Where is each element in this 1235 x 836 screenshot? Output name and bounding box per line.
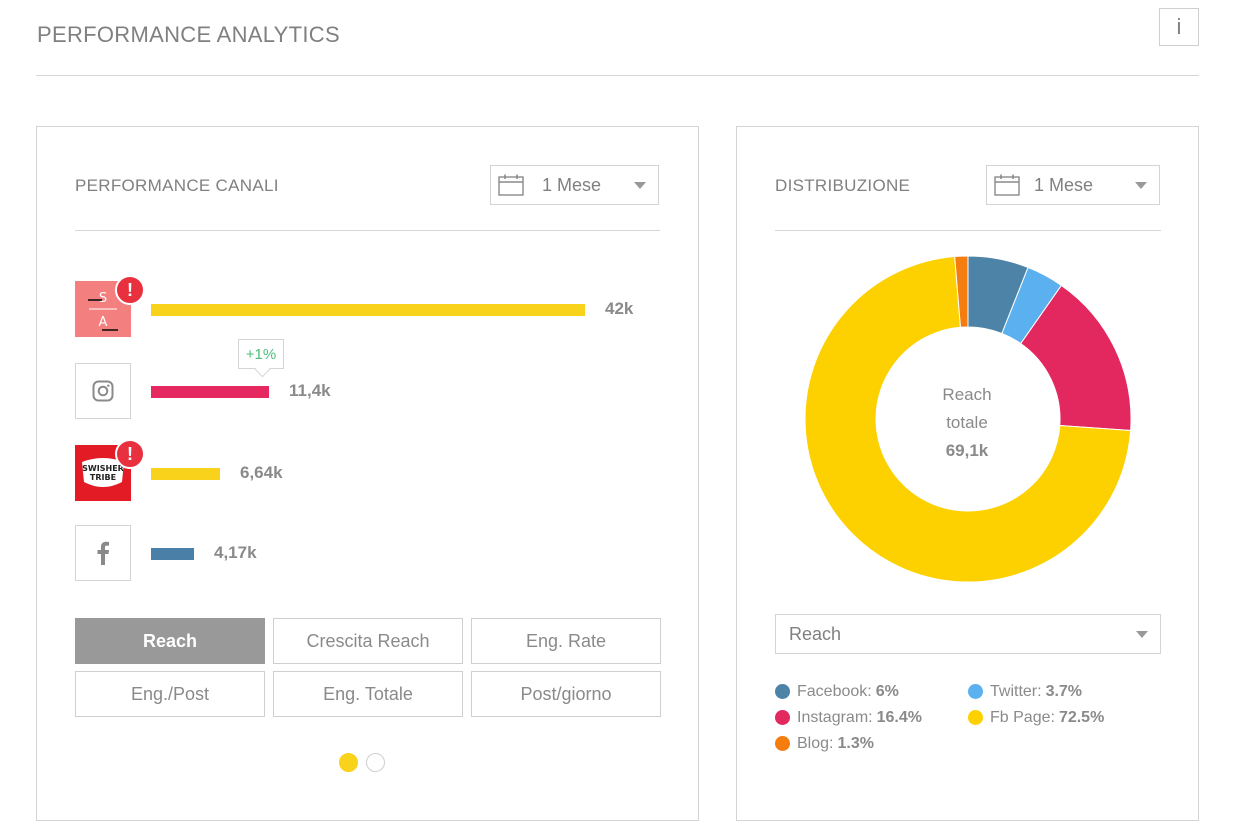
legend-label: Facebook: (797, 682, 872, 700)
channel-avatar-facebook[interactable] (75, 525, 131, 581)
channel-value: 42k (605, 299, 634, 318)
metric-buttons: Reach Crescita Reach Eng. Rate Eng./Post… (75, 618, 661, 717)
distribution-title: DISTRIBUZIONE (775, 176, 911, 195)
channel-row: S A ! 42k (75, 275, 665, 337)
legend-item-instagram: Instagram: 16.4% (775, 709, 968, 726)
distribuzione-card: DISTRIBUZIONE 1 Mese Reach totale 69,1k … (736, 126, 1199, 821)
legend-item-twitter: Twitter: 3.7% (968, 683, 1168, 700)
sa-logo-icon: S A (88, 291, 118, 331)
legend-item-facebook: Facebook: 6% (775, 683, 968, 700)
alert-badge-icon: ! (115, 439, 145, 469)
calendar-icon (498, 174, 524, 196)
channel-row: SWISHER TRIBE ! 6,64k (75, 439, 665, 501)
donut-center-line2: totale (946, 413, 988, 432)
svg-text:A: A (99, 315, 108, 330)
legend-value: 72.5% (1058, 708, 1105, 726)
donut-slice-fb-page[interactable] (805, 256, 1131, 582)
performance-divider (75, 230, 660, 231)
legend-dot (968, 684, 983, 699)
chevron-down-icon (1135, 182, 1147, 189)
metric-button-crescita-reach[interactable]: Crescita Reach (273, 618, 463, 664)
legend-item-blog: Blog: 1.3% (775, 735, 968, 752)
channel-value: 4,17k (214, 543, 257, 562)
legend-dot (775, 684, 790, 699)
legend-dot (775, 736, 790, 751)
page-title: PERFORMANCE ANALYTICS (37, 22, 340, 47)
pagination-dot-2[interactable] (366, 753, 385, 772)
metric-button-eng-post[interactable]: Eng./Post (75, 671, 265, 717)
metric-button-eng-totale[interactable]: Eng. Totale (273, 671, 463, 717)
channel-value: 6,64k (240, 463, 283, 482)
channel-bar (151, 468, 220, 480)
channel-bar (151, 386, 269, 398)
performance-period-select[interactable]: 1 Mese (490, 165, 659, 205)
svg-text:S: S (99, 291, 107, 306)
legend-value: 16.4% (876, 708, 922, 726)
facebook-icon (97, 541, 109, 565)
channel-row: 4,17k (75, 525, 665, 581)
channel-bar (151, 548, 194, 560)
distribution-metric-select[interactable]: Reach (775, 614, 1161, 654)
metric-button-reach[interactable]: Reach (75, 618, 265, 664)
chevron-down-icon (1136, 631, 1148, 638)
channel-avatar-instagram[interactable] (75, 363, 131, 419)
legend-value: 3.7% (1045, 682, 1083, 700)
distribution-period-value: 1 Mese (1034, 174, 1094, 195)
legend-label: Twitter: (990, 682, 1042, 700)
svg-text:TRIBE: TRIBE (90, 473, 116, 482)
growth-tooltip: +1% (238, 339, 284, 369)
calendar-icon (994, 174, 1020, 196)
distribution-period-select[interactable]: 1 Mese (986, 165, 1160, 205)
legend-value: 6% (875, 682, 899, 700)
performance-canali-card: PERFORMANCE CANALI 1 Mese S A ! 42k (36, 126, 699, 821)
performance-title: PERFORMANCE CANALI (75, 176, 279, 195)
legend-dot (775, 710, 790, 725)
legend-label: Instagram: (797, 708, 873, 726)
info-button[interactable]: i (1159, 8, 1199, 46)
legend-label: Fb Page: (990, 708, 1055, 726)
donut-center-line1: Reach (942, 385, 992, 404)
reach-donut-chart (805, 256, 1131, 582)
legend-dot (968, 710, 983, 725)
legend-value: 1.3% (837, 734, 874, 752)
metric-button-post-giorno[interactable]: Post/giorno (471, 671, 661, 717)
distribution-metric-value: Reach (789, 623, 842, 644)
chevron-down-icon (634, 182, 646, 189)
pagination-dots (339, 753, 385, 772)
donut-center-value: 69,1k (945, 441, 989, 460)
header-divider (36, 75, 1199, 76)
instagram-icon (92, 380, 114, 402)
swisher-logo-icon: SWISHER TRIBE (82, 458, 124, 487)
channel-row: +1% 11,4k (75, 339, 665, 419)
alert-badge-icon: ! (115, 275, 145, 305)
metric-button-eng-rate[interactable]: Eng. Rate (471, 618, 661, 664)
channel-value: 11,4k (289, 381, 331, 400)
distribution-legend: Facebook: 6% Twitter: 3.7% Instagram: 16.4%… (775, 683, 1175, 752)
performance-period-value: 1 Mese (542, 174, 602, 195)
svg-text:SWISHER: SWISHER (82, 464, 124, 473)
donut-center-label: Reach totale 69,1k (867, 381, 1067, 465)
channel-bar (151, 304, 585, 316)
donut-slice-blog[interactable] (954, 256, 969, 328)
legend-label: Blog: (797, 734, 834, 752)
distribution-divider (775, 230, 1161, 231)
legend-item-fb-page: Fb Page: 72.5% (968, 709, 1168, 726)
pagination-dot-1[interactable] (339, 753, 358, 772)
